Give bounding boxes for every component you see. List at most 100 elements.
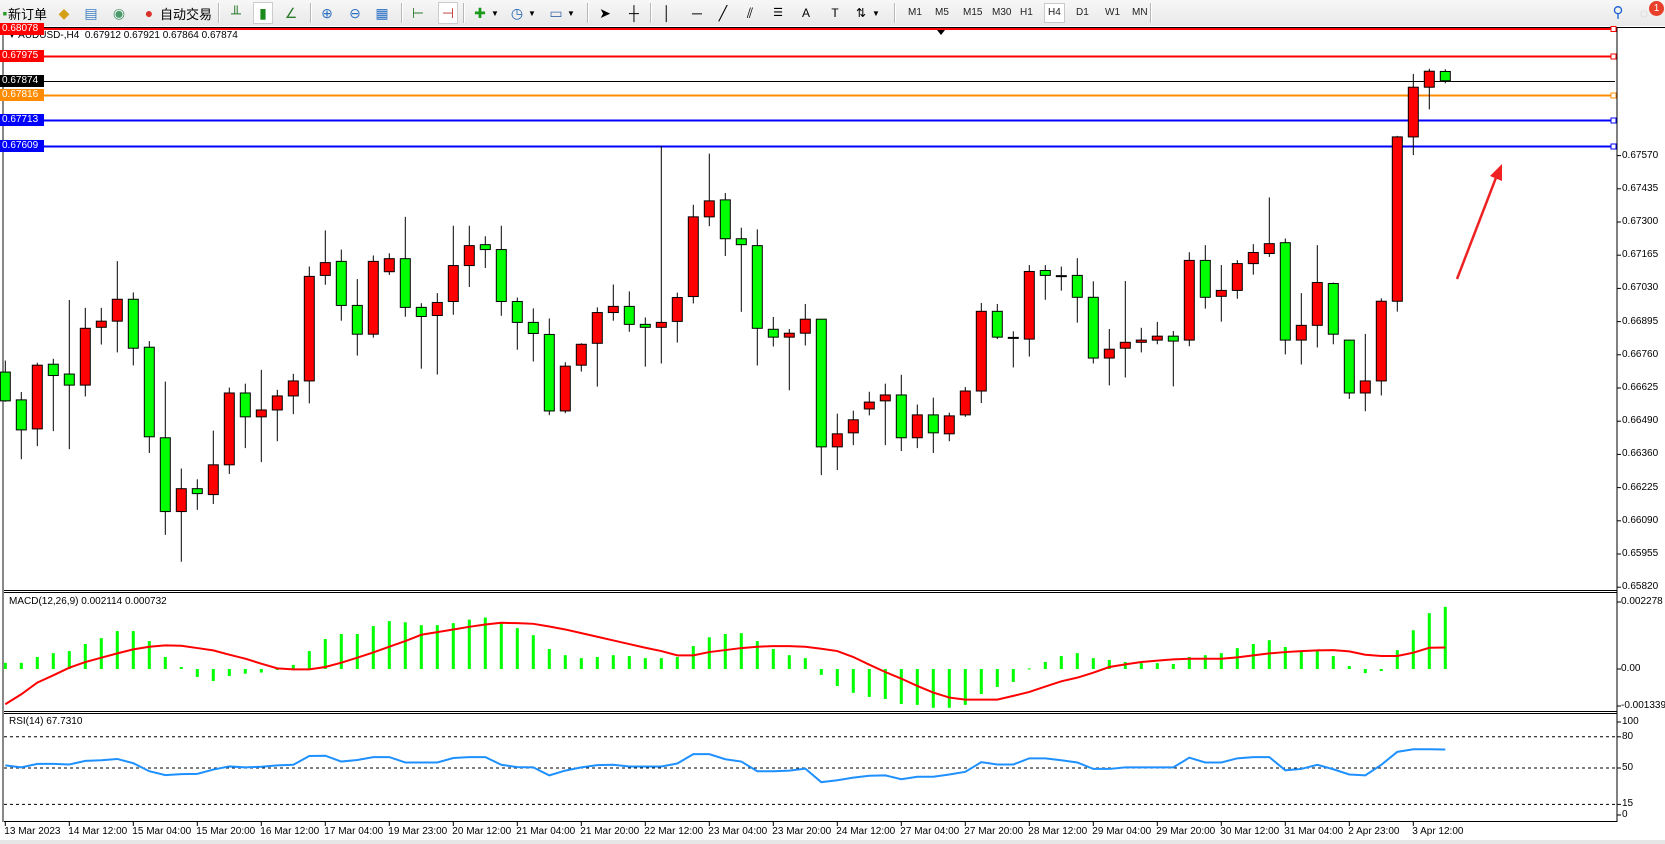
price-axis-label: 0.65820 (1622, 581, 1659, 593)
macd-bar (1299, 651, 1303, 669)
candle (863, 391, 875, 416)
candle-body (895, 394, 907, 439)
horizontal-line-button[interactable]: ─ (688, 3, 706, 23)
auto-trading-button[interactable]: ● 自动交易 (140, 3, 212, 23)
candle-body (383, 258, 395, 273)
timeframe-mn[interactable]: MN (1132, 7, 1148, 18)
auto-trading-icon: ● (144, 5, 154, 21)
line-chart-button[interactable]: ∠ (282, 3, 300, 23)
candle-body (1327, 283, 1339, 335)
chart-ohlc: 0.67912 0.67921 0.67864 0.67874 (84, 30, 238, 41)
macd-bar (339, 634, 343, 669)
candle-body (207, 464, 219, 496)
candle-body (1215, 289, 1227, 297)
candle (1311, 245, 1323, 348)
macd-bar (755, 641, 759, 669)
macd-bar (963, 669, 967, 705)
toolbar: ▪ 新订单 ◆ ▤ ◉ ● 自动交易 ╨ ▮ ∠ ⊕ ⊖ ▦ ⊢ ⊣ ✚ ▼ ◷ ▼… (0, 0, 1665, 27)
macd-bar (259, 669, 263, 673)
candle (207, 430, 219, 504)
chart-shift-icon: ⊢ (411, 5, 425, 21)
candle-body (815, 318, 827, 448)
notification-icon: ◌ (1639, 5, 1649, 21)
text-label-button[interactable]: T (826, 3, 844, 23)
fibonacci-icon: ☰ (773, 7, 783, 19)
candle (415, 303, 427, 369)
text-button[interactable]: A (797, 3, 815, 23)
price-axis-label: 0.67435 (1622, 182, 1659, 194)
candle (1087, 281, 1099, 364)
vertical-line-button[interactable]: │ (658, 3, 676, 23)
indicators-button[interactable]: ✚ ▼ (471, 3, 499, 23)
chart-shift-button[interactable]: ⊢ (409, 3, 427, 23)
candle-body (95, 320, 107, 328)
candle-body (1135, 339, 1147, 343)
timeframe-h4[interactable]: H4 (1044, 3, 1065, 23)
candle-body (799, 318, 811, 334)
timeframe-m1[interactable]: M1 (908, 7, 922, 18)
new-order-button[interactable]: ▪ 新订单 (2, 3, 48, 23)
price-axis-label: 0.66090 (1622, 514, 1659, 526)
macd-bar (1283, 646, 1287, 669)
candle-body (111, 298, 123, 322)
macd-bar (851, 669, 855, 693)
arrows-button[interactable]: ⇅ ▼ (852, 3, 880, 23)
data-window-button[interactable]: ▤ (82, 3, 100, 23)
autoscroll-button[interactable]: ⊣ (438, 2, 458, 24)
zoom-in-button[interactable]: ⊕ (318, 3, 336, 23)
market-watch-icon: ◆ (58, 5, 70, 21)
macd-bar (979, 669, 983, 694)
candle-body (1423, 70, 1435, 88)
candle-body (1295, 324, 1307, 341)
candle (559, 362, 571, 414)
search-button[interactable]: ⚲ (1609, 3, 1627, 23)
macd-bar (899, 669, 903, 704)
candle (1215, 265, 1227, 322)
price-tag: 0.67713 (0, 114, 44, 127)
market-watch-button[interactable]: ◆ (55, 3, 73, 23)
timeframe-m5[interactable]: M5 (935, 7, 949, 18)
time-axis-label: 21 Mar 20:00 (580, 826, 640, 837)
macd-bar (1075, 653, 1079, 669)
candle-body (1055, 275, 1067, 278)
timeframe-m15[interactable]: M15 (963, 7, 983, 18)
macd-bar (1347, 666, 1351, 669)
candle (1263, 197, 1275, 257)
candle (975, 302, 987, 404)
candlestick-button[interactable]: ▮ (253, 2, 273, 24)
timeframe-m30[interactable]: M30 (992, 7, 1012, 18)
notification-button[interactable]: ◌ (1635, 3, 1653, 23)
trendline-button[interactable]: ╱ (714, 3, 732, 23)
candle (703, 153, 715, 227)
candle-body (1183, 259, 1195, 341)
candle-body (1343, 339, 1355, 394)
periods-button[interactable]: ◷ ▼ (508, 3, 536, 23)
macd-bar (307, 651, 311, 669)
channel-button[interactable]: ⫽ (741, 3, 759, 23)
time-axis-label: 23 Mar 20:00 (772, 826, 832, 837)
candle-body (47, 363, 59, 377)
timeframe-h1[interactable]: H1 (1020, 7, 1033, 18)
templates-button[interactable]: ▭ ▼ (547, 3, 575, 23)
timeframe-d1[interactable]: D1 (1076, 7, 1089, 18)
rsi-axis-label: 50 (1622, 762, 1634, 773)
zoom-out-button[interactable]: ⊖ (346, 3, 364, 23)
timeframe-w1[interactable]: W1 (1105, 7, 1120, 18)
macd-bar (547, 649, 551, 669)
crosshair-button[interactable]: ┼ (625, 3, 643, 23)
signals-button[interactable]: ◉ (110, 3, 128, 23)
fibonacci-button[interactable]: ☰ (769, 3, 787, 23)
macd-bar (995, 669, 999, 687)
bar-chart-button[interactable]: ╨ (227, 3, 245, 23)
candle-body (223, 392, 235, 466)
candle-body (879, 394, 891, 402)
cursor-button[interactable]: ➤ (596, 3, 614, 23)
macd-bar (1171, 664, 1175, 669)
macd-bar (323, 639, 327, 669)
tile-windows-button[interactable]: ▦ (373, 3, 391, 23)
macd-bar (1107, 659, 1111, 669)
chart-menu-triangle-icon[interactable]: ▼ (8, 31, 16, 40)
candle (1375, 298, 1387, 396)
candle-body (655, 321, 667, 328)
